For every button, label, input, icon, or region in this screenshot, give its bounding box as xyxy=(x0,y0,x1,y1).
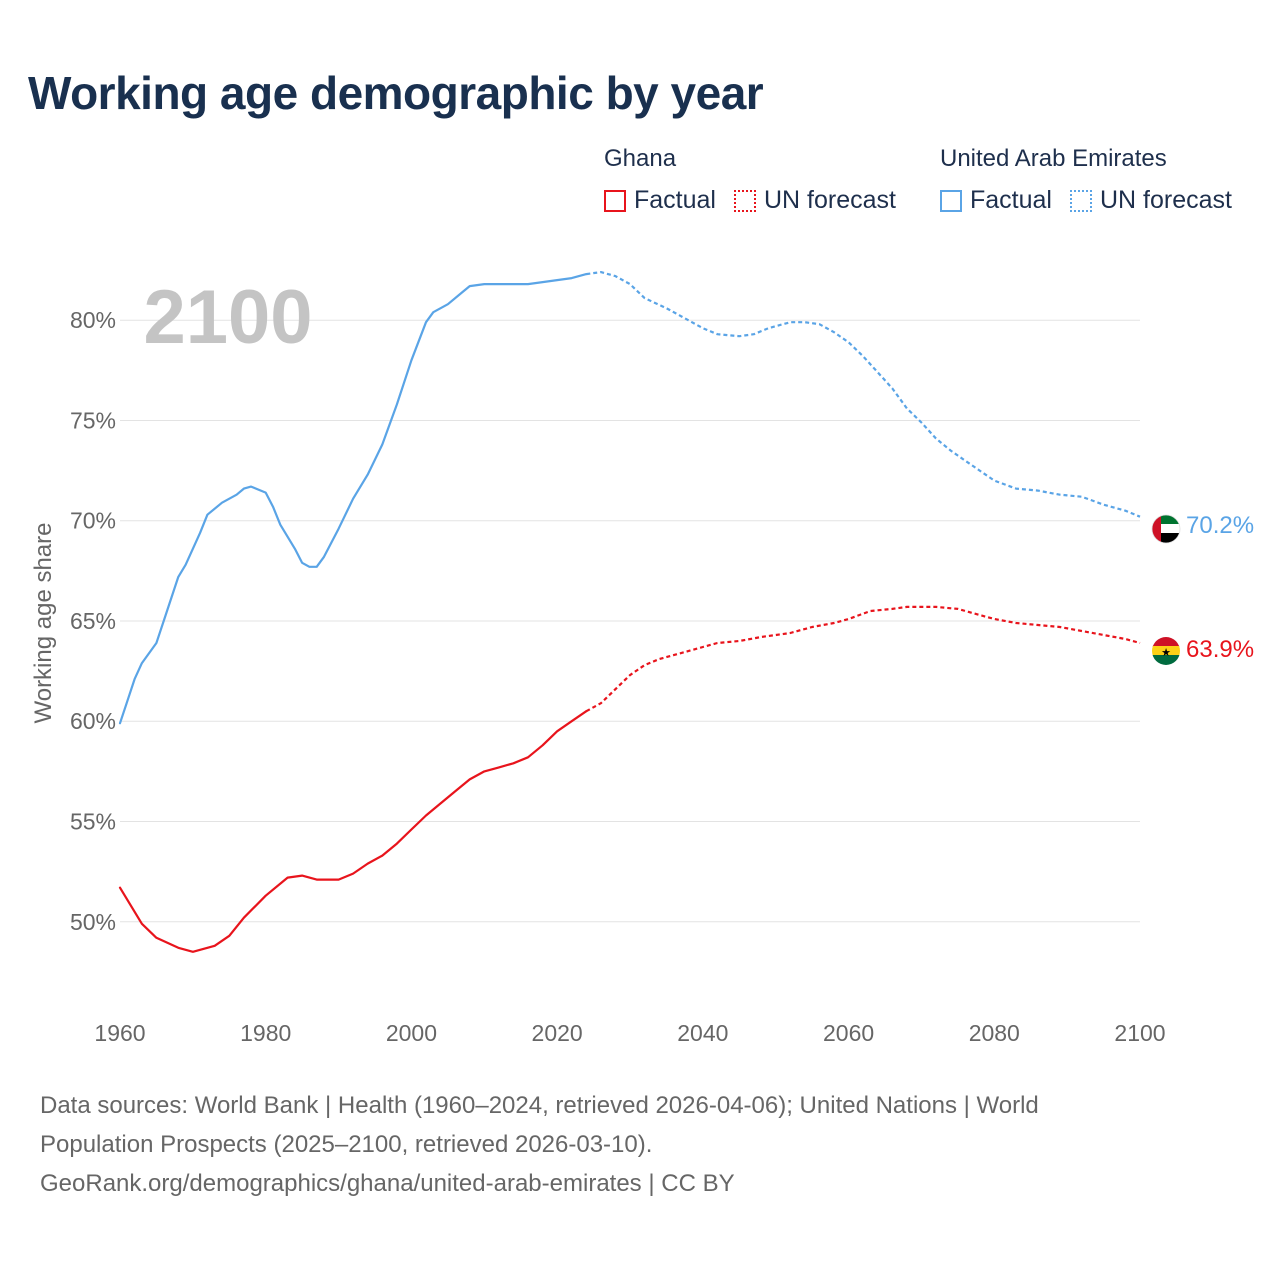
legend-ghana-factual[interactable]: Factual xyxy=(604,186,716,215)
x-tick-label: 2020 xyxy=(532,1020,583,1046)
legend-label-ghana-forecast: UN forecast xyxy=(763,186,896,214)
y-tick-label: 70% xyxy=(70,508,116,534)
x-tick-label: 2040 xyxy=(677,1020,728,1046)
legend-uae: United Arab Emirates Factual UN forecast xyxy=(940,144,1250,215)
footer-sources: Data sources: World Bank | Health (1960–… xyxy=(40,1086,1190,1203)
y-tick-label: 50% xyxy=(70,909,116,935)
gridlines xyxy=(120,319,1140,923)
series-line-ghana-forecast[interactable] xyxy=(585,605,1141,713)
legend-label-ghana-factual: Factual xyxy=(634,186,716,214)
svg-text:★: ★ xyxy=(1161,646,1171,659)
series xyxy=(118,271,1141,953)
legend-swatch-ghana-forecast xyxy=(733,189,756,212)
x-tick-label: 2000 xyxy=(386,1020,437,1046)
y-axis-label: Working age share xyxy=(30,523,57,724)
legend-label-uae-factual: Factual xyxy=(970,186,1052,214)
y-tick-label: 80% xyxy=(70,307,116,333)
y-axis-ticks: 50% 55% 60% 65% 70% 75% 80% xyxy=(70,307,116,935)
x-tick-label: 2100 xyxy=(1114,1020,1165,1046)
x-tick-label: 1960 xyxy=(94,1020,145,1046)
year-watermark: 2100 xyxy=(143,275,312,360)
x-axis-ticks: 1960 1980 2000 2020 2040 2060 2080 2100 xyxy=(94,1020,1165,1046)
series-line-united-arab-emirates-factual[interactable] xyxy=(118,273,588,725)
series-line-united-arab-emirates-forecast[interactable] xyxy=(586,271,1141,518)
series-line-ghana-factual[interactable] xyxy=(118,710,588,953)
legend-group-title-ghana: Ghana xyxy=(604,145,677,172)
line-chart: 2100 50% 55% 60% 65% 70% 75% 80% 1960 1980 2000 2… xyxy=(30,271,1254,1046)
y-tick-label: 75% xyxy=(70,407,116,433)
footer-line-3: GeoRank.org/demographics/ghana/united-ar… xyxy=(40,1170,735,1197)
end-value-label-uae: 70.2% xyxy=(1186,512,1254,539)
y-tick-label: 55% xyxy=(70,808,116,834)
footer-line-2: Population Prospects (2025–2100, retriev… xyxy=(40,1131,653,1158)
x-tick-label: 2060 xyxy=(823,1020,874,1046)
chart-title: Working age demographic by year xyxy=(28,67,764,119)
y-tick-label: 60% xyxy=(70,708,116,734)
x-tick-label: 1980 xyxy=(240,1020,291,1046)
legend-ghana: Ghana Factual UN forecast xyxy=(604,144,914,215)
legend-swatch-uae-forecast xyxy=(1069,189,1092,212)
legend-ghana-forecast[interactable]: UN forecast xyxy=(733,186,896,215)
footer-line-1: Data sources: World Bank | Health (1960–… xyxy=(40,1092,1039,1119)
end-value-label-ghana: 63.9% xyxy=(1186,636,1254,663)
ghana-flag-icon: ★ xyxy=(1152,637,1180,665)
x-tick-label: 2080 xyxy=(969,1020,1020,1046)
legend-label-uae-forecast: UN forecast xyxy=(1099,186,1232,214)
legend-group-title-uae: United Arab Emirates xyxy=(940,145,1167,172)
legend-uae-forecast[interactable]: UN forecast xyxy=(1069,186,1232,215)
y-tick-label: 65% xyxy=(70,608,116,634)
uae-flag-icon xyxy=(1151,514,1181,544)
legend-swatch-uae-factual xyxy=(940,189,962,212)
legend-uae-factual[interactable]: Factual xyxy=(940,186,1052,215)
legend-swatch-ghana-factual xyxy=(604,189,626,212)
